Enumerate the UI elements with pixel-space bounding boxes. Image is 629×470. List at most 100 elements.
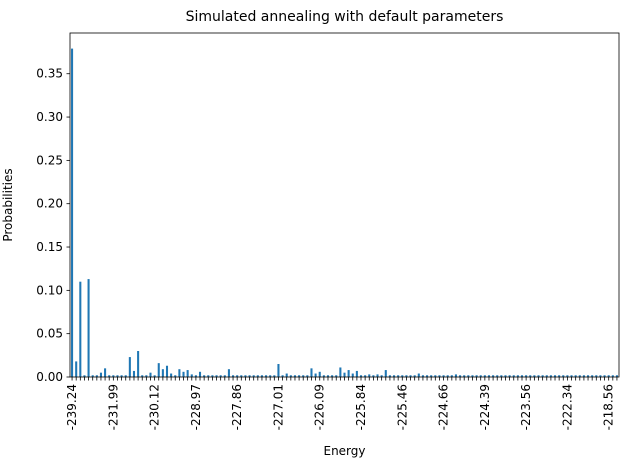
bar	[409, 375, 412, 377]
bar	[248, 375, 251, 377]
bar	[108, 375, 111, 377]
bar	[149, 372, 152, 377]
bar	[496, 375, 499, 377]
x-tick-label: -227.86	[230, 384, 244, 430]
bar	[116, 375, 119, 377]
bar	[558, 375, 561, 377]
bar	[347, 370, 350, 377]
x-tick-label: -218.56	[602, 384, 616, 430]
bar	[157, 363, 160, 377]
bar	[198, 371, 202, 377]
bar	[438, 375, 441, 377]
bar	[426, 375, 429, 377]
bar	[372, 375, 375, 377]
bar	[306, 375, 309, 377]
bar	[516, 375, 519, 377]
bar	[71, 48, 74, 377]
bar	[132, 370, 136, 377]
y-tick-label: 0.20	[36, 197, 63, 211]
y-tick-label: 0.10	[36, 283, 63, 297]
x-tick-label: -223.56	[519, 384, 533, 430]
bar	[566, 375, 569, 377]
bar	[500, 375, 503, 377]
bar	[533, 375, 536, 377]
bar	[161, 369, 164, 377]
bar	[170, 373, 173, 377]
bar	[459, 375, 462, 377]
bar	[281, 375, 284, 377]
bar	[211, 375, 214, 377]
bar	[574, 375, 577, 377]
bar	[541, 375, 544, 377]
bar	[549, 375, 552, 377]
bar	[376, 374, 379, 377]
bar	[421, 375, 424, 377]
x-tick-label: -239.24	[65, 384, 79, 430]
y-tick-label: 0.25	[36, 153, 63, 167]
bar	[269, 375, 272, 377]
bar	[273, 375, 276, 377]
y-tick-label: 0.30	[36, 110, 63, 124]
bar	[595, 375, 598, 377]
y-tick-label: 0.35	[36, 67, 63, 81]
bar	[434, 375, 437, 377]
bar	[120, 375, 123, 377]
bar	[186, 370, 189, 377]
bar	[153, 375, 156, 377]
bar	[492, 375, 495, 377]
bar	[314, 373, 317, 377]
bar	[87, 279, 90, 377]
bar	[599, 375, 602, 377]
bar	[603, 375, 606, 377]
x-axis-label: Energy	[323, 444, 366, 458]
bar	[401, 375, 404, 377]
x-tick-label: -228.97	[189, 384, 203, 430]
bar	[512, 375, 515, 377]
bar	[508, 375, 511, 377]
bar	[203, 375, 206, 377]
bar	[380, 375, 383, 377]
bar	[219, 375, 222, 377]
x-tick-label: -222.34	[560, 384, 574, 430]
x-tick-label: -226.09	[313, 384, 327, 430]
chart-title: Simulated annealing with default paramet…	[185, 9, 504, 25]
bar	[289, 375, 292, 377]
bar	[611, 375, 614, 377]
bar	[99, 372, 102, 377]
bar	[591, 375, 594, 377]
bar	[582, 375, 585, 377]
axes-frame	[69, 32, 620, 378]
bar	[339, 367, 342, 377]
bar	[298, 375, 301, 377]
bar	[562, 375, 565, 377]
bar	[190, 374, 193, 377]
bar	[232, 375, 235, 377]
bar	[450, 375, 453, 377]
x-tick-label: -224.39	[478, 384, 492, 430]
bar	[75, 361, 78, 377]
bar	[525, 375, 528, 377]
bar	[326, 375, 330, 377]
bar	[479, 375, 482, 377]
bar	[128, 357, 131, 377]
bar	[384, 370, 387, 377]
bar	[397, 375, 400, 377]
bar	[355, 370, 358, 377]
bar	[343, 372, 346, 377]
bar	[553, 375, 557, 377]
bar	[578, 375, 581, 377]
bar	[520, 375, 524, 377]
bar	[471, 375, 474, 377]
bar	[174, 375, 177, 377]
bar	[285, 373, 288, 377]
bar	[467, 375, 470, 377]
bar	[137, 351, 140, 377]
bar	[293, 375, 296, 377]
x-tick-label: -231.99	[106, 384, 120, 430]
bar	[178, 369, 181, 377]
bar	[252, 375, 255, 377]
bar	[335, 375, 338, 377]
bar	[265, 375, 268, 377]
x-tick-label: -230.12	[148, 384, 162, 430]
